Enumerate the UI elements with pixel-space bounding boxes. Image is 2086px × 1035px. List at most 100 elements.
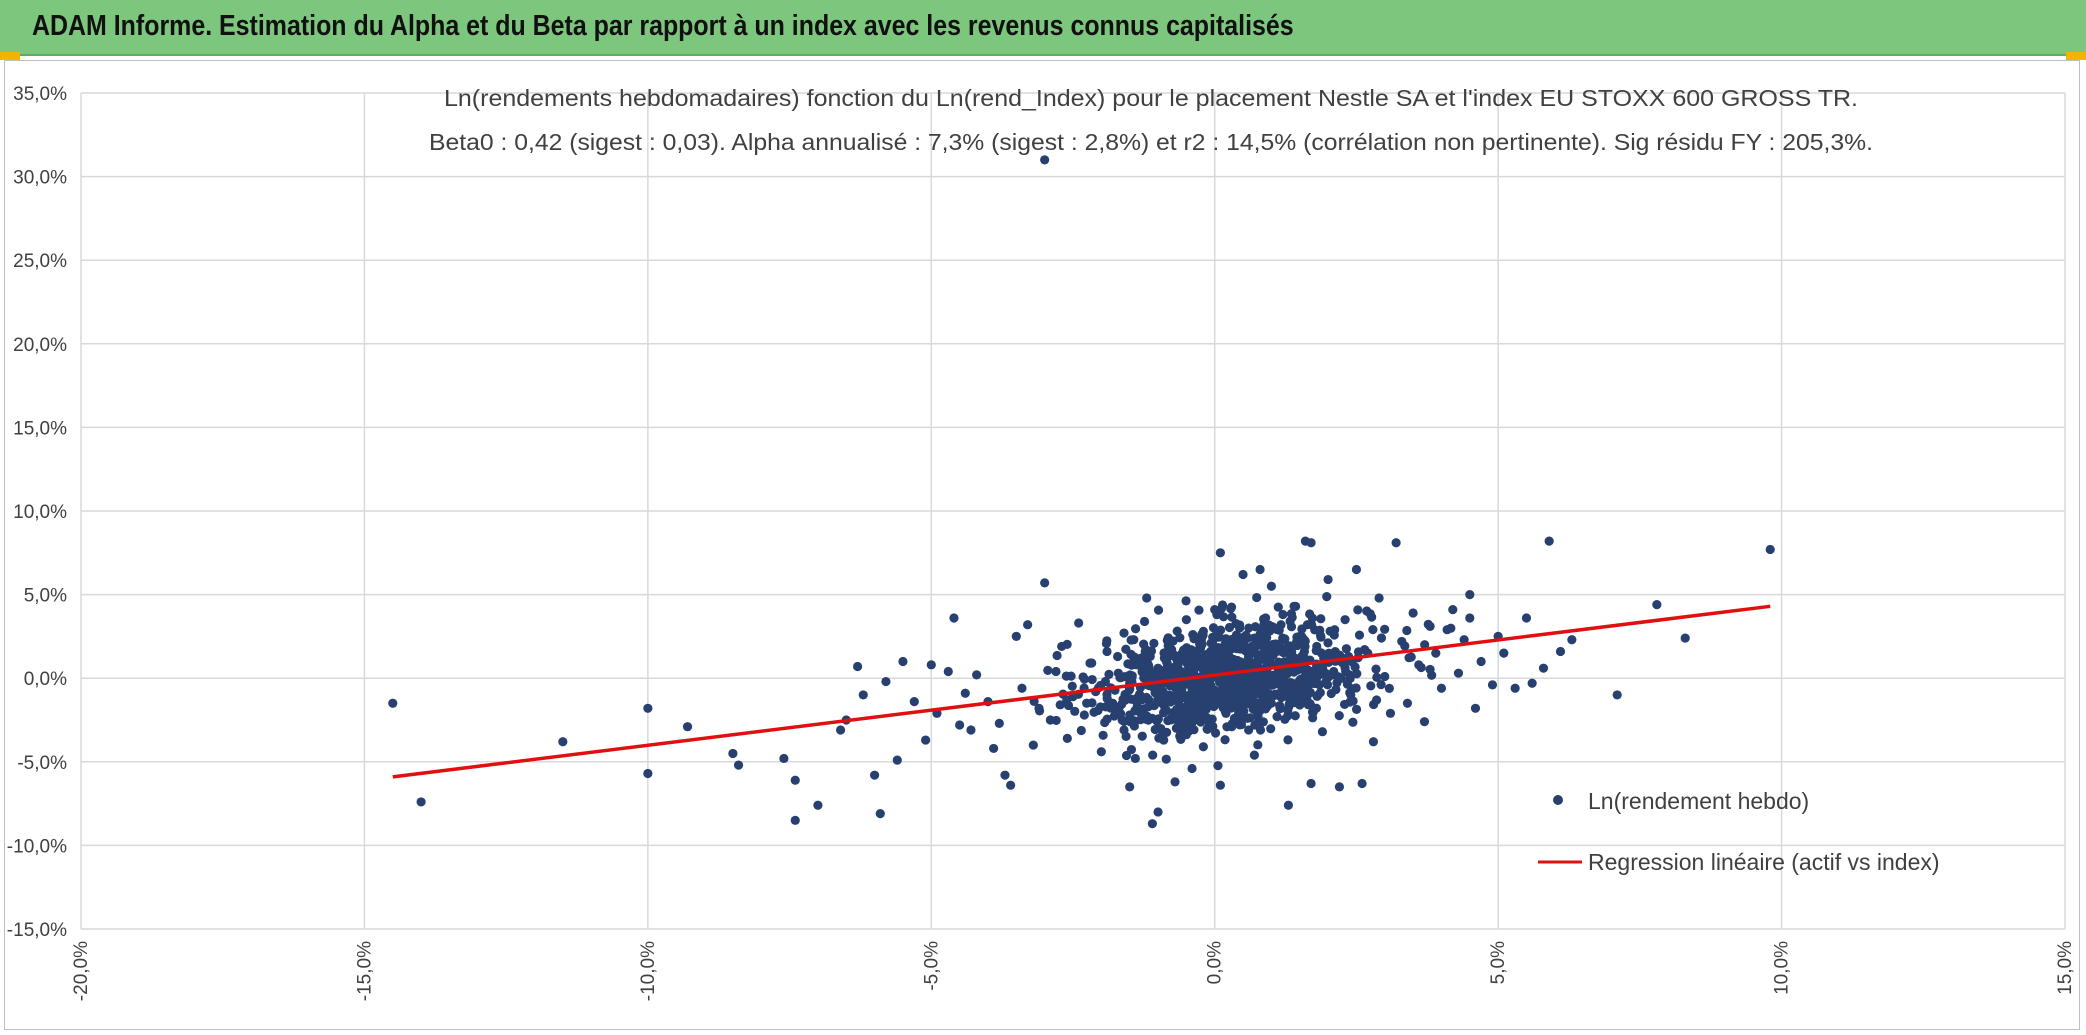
scatter-point — [1089, 707, 1099, 717]
scatter-point — [1098, 730, 1108, 740]
scatter-point — [1425, 621, 1435, 631]
scatter-point — [1158, 690, 1168, 700]
scatter-point — [1323, 638, 1333, 648]
scatter-point — [1079, 710, 1089, 720]
scatter-point — [1182, 701, 1192, 712]
scatter-point — [1244, 725, 1254, 735]
scatter-point — [1145, 651, 1155, 661]
scatter-point — [1163, 715, 1173, 726]
scatter-point — [1567, 635, 1577, 645]
corner-marker-left — [0, 52, 20, 60]
scatter-point — [1425, 664, 1435, 675]
y-tick-label: 10,0% — [13, 502, 67, 523]
scatter-point — [881, 676, 891, 687]
scatter-point — [1113, 668, 1123, 678]
scatter-point — [728, 748, 738, 759]
scatter-point — [1487, 680, 1498, 690]
scatter-point — [1023, 620, 1033, 630]
scatter-point — [955, 720, 965, 730]
scatter-point — [1220, 663, 1230, 673]
scatter-point — [1182, 668, 1193, 679]
scatter-point — [1126, 660, 1137, 670]
scatter-point — [790, 775, 800, 785]
scatter-point — [1459, 635, 1469, 645]
scatter-point — [1215, 548, 1225, 558]
report-banner: ADAM Informe. Estimation du Alpha et du … — [0, 0, 2086, 56]
scatter-point — [1187, 763, 1197, 774]
scatter-point — [1278, 633, 1288, 643]
y-tick-label: -5,0% — [17, 753, 67, 774]
scatter-point — [1419, 717, 1430, 727]
scatter-point — [1249, 674, 1259, 684]
scatter-point — [1368, 737, 1379, 747]
scatter-point — [558, 737, 568, 747]
scatter-point — [1278, 609, 1288, 620]
scatter-point — [1229, 635, 1239, 645]
scatter-point — [1283, 735, 1293, 745]
scatter-point — [1139, 704, 1149, 714]
scatter-point — [1290, 653, 1300, 663]
scatter-point — [1652, 600, 1662, 610]
scatter-point — [1282, 687, 1292, 697]
scatter-point — [1470, 703, 1481, 713]
scatter-point — [1129, 695, 1139, 705]
scatter-point — [1195, 643, 1206, 654]
scatter-point — [1302, 620, 1313, 630]
scatter-point — [1372, 672, 1382, 682]
scatter-point — [1017, 683, 1027, 693]
scatter-point — [1366, 681, 1376, 691]
scatter-point — [1139, 616, 1150, 627]
scatter-point — [1289, 601, 1299, 611]
scatter-point — [1322, 591, 1332, 602]
scatter-point — [1236, 719, 1247, 730]
scatter-point — [1079, 674, 1090, 684]
x-tick-label: 5,0% — [1488, 941, 1509, 984]
scatter-point — [1266, 724, 1276, 734]
scatter-point — [1244, 623, 1254, 633]
y-tick-label: 15,0% — [13, 418, 67, 439]
scatter-point — [1104, 669, 1114, 679]
scatter-point — [1448, 605, 1458, 615]
scatter-point — [1414, 660, 1424, 670]
scatter-point — [1334, 782, 1345, 792]
scatter-point — [1266, 581, 1276, 591]
scatter-point — [1342, 679, 1353, 689]
scatter-point — [1391, 538, 1401, 548]
y-tick-label: 30,0% — [13, 168, 67, 189]
scatter-point — [926, 660, 936, 670]
y-tick-label: 25,0% — [13, 251, 67, 272]
scatter-point — [1102, 646, 1112, 657]
scatter-point — [1352, 669, 1362, 679]
scatter-point — [1221, 643, 1231, 653]
scatter-point — [1476, 656, 1486, 667]
scatter-point — [1125, 782, 1135, 792]
scatter-point — [1229, 681, 1240, 691]
report-title: ADAM Informe. Estimation du Alpha et du … — [32, 10, 1294, 42]
scatter-point — [1384, 683, 1394, 694]
scatter-point — [1380, 671, 1390, 682]
scatter-point — [1261, 680, 1271, 690]
scatter-point — [1283, 641, 1294, 651]
scatter-point — [1201, 712, 1212, 722]
scatter-point — [1385, 708, 1396, 718]
scatter-point — [1340, 615, 1350, 625]
scatter-point — [1253, 740, 1263, 750]
scatter-point — [1130, 624, 1141, 634]
scatter-point — [1141, 692, 1151, 702]
scatter-point — [1521, 613, 1532, 623]
scatter-point — [1307, 613, 1318, 623]
scatter-point — [1175, 633, 1185, 643]
scatter-point — [1210, 605, 1220, 615]
x-tick-label: -10,0% — [638, 941, 659, 1001]
scatter-point — [1255, 564, 1265, 575]
scatter-point — [1142, 593, 1152, 603]
y-tick-label: 5,0% — [24, 586, 67, 607]
scatter-point — [1187, 651, 1197, 662]
scatter-point — [835, 725, 846, 735]
scatter-point — [966, 725, 976, 735]
scatter-point — [1101, 638, 1112, 649]
scatter-point — [949, 613, 959, 623]
y-tick-label: 35,0% — [13, 84, 67, 105]
scatter-point — [921, 735, 931, 745]
scatter-point — [1397, 636, 1407, 647]
